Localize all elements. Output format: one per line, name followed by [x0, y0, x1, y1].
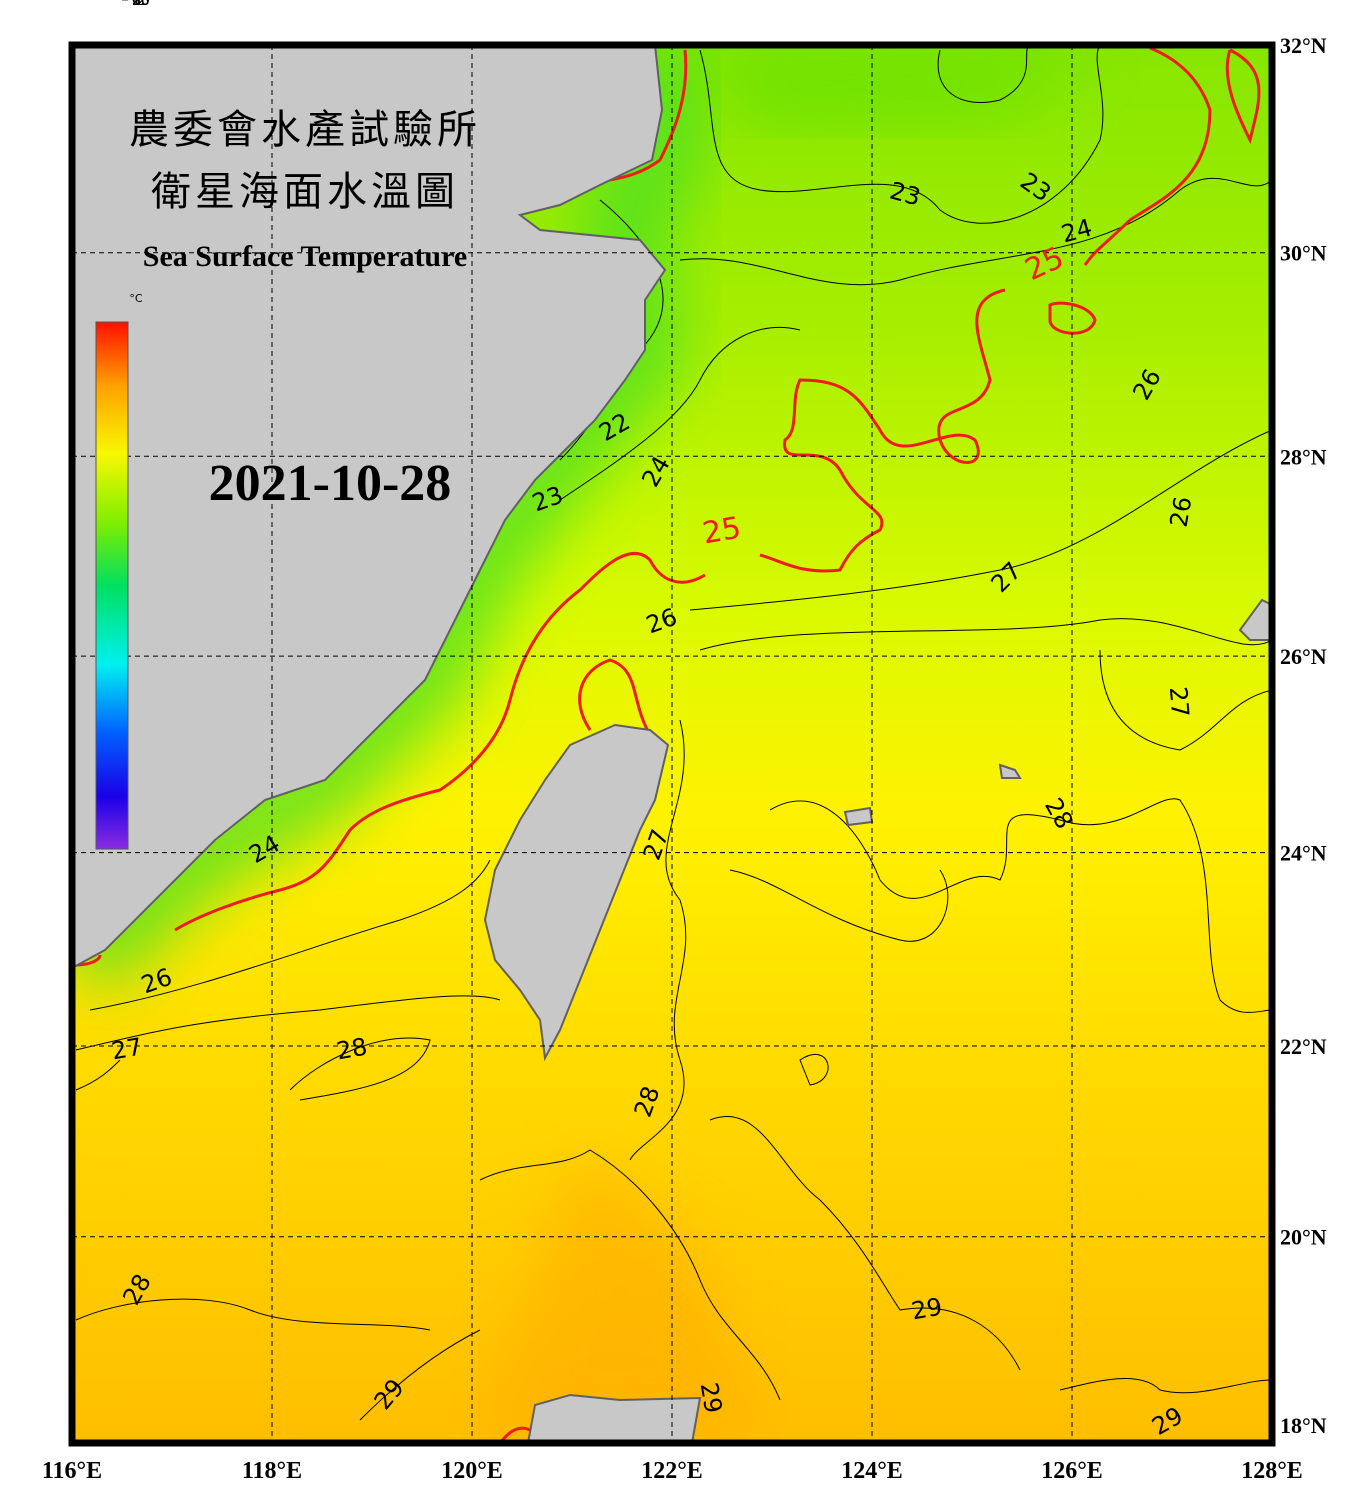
- colorbar-tick-label: 30: [132, 0, 150, 9]
- contour-label: 25: [700, 510, 744, 551]
- x-tick-label: 128°E: [1241, 1458, 1303, 1484]
- isotherms: [75, 45, 1272, 1421]
- colorbar-tick-label: 25: [132, 0, 150, 9]
- contour-label: 27: [109, 1033, 144, 1066]
- colorbar: [95, 321, 129, 850]
- island: [998, 763, 1022, 779]
- y-tick-label: 20°N: [1280, 1225, 1327, 1250]
- coastal-cool-water: [72, 45, 709, 994]
- y-tick-label: 24°N: [1280, 841, 1327, 866]
- luzon: [526, 1393, 702, 1443]
- y-tick-label: 18°N: [1280, 1413, 1327, 1438]
- y-tick-label: 32°N: [1280, 33, 1327, 58]
- colorbar-tick-label: -2: [132, 0, 146, 9]
- colorbar-tick-label: 0: [132, 0, 141, 9]
- y-tick-label: 26°N: [1280, 644, 1327, 669]
- island: [1238, 598, 1272, 641]
- x-tick-label: 120°E: [441, 1458, 503, 1484]
- contour-label: 29: [909, 1293, 944, 1326]
- colorbar-tick-label: 15: [132, 0, 150, 9]
- axis-labels: 116°E 118°E 120°E 122°E 124°E 126°E 128°E 18°N 2…: [42, 33, 1327, 1484]
- graticule: [72, 45, 1272, 1443]
- subtitle: Sea Surface Temperature: [143, 240, 467, 273]
- taiwan: [483, 723, 670, 1062]
- contour-label: 29: [695, 1380, 728, 1415]
- title-line1: 農委會水產試驗所: [129, 107, 481, 152]
- map-frame: [68, 41, 1276, 1447]
- island: [843, 806, 874, 827]
- mainland-china: [72, 45, 667, 970]
- colorbar-tick-label: 35: [132, 0, 150, 9]
- date: 2021-10-28: [209, 455, 452, 512]
- y-tick-label: 28°N: [1280, 444, 1327, 469]
- colorbar-tick-label: 5: [132, 0, 141, 9]
- x-tick-label: 116°E: [42, 1458, 102, 1484]
- land: [72, 45, 1272, 1443]
- warm-patch: [480, 1150, 760, 1443]
- contour-label: 28: [334, 1033, 369, 1066]
- x-tick-label: 126°E: [1041, 1458, 1103, 1484]
- x-tick-label: 118°E: [242, 1458, 302, 1484]
- colorbar-tick-label: 20: [132, 0, 150, 9]
- y-tick-label: 30°N: [1280, 241, 1327, 266]
- colorbar-tick-label: 10: [132, 0, 150, 9]
- isotherm-25: [75, 46, 1261, 1443]
- contour-label: 26: [1165, 494, 1198, 529]
- contour-label: 27: [1164, 685, 1195, 718]
- x-tick-label: 122°E: [641, 1458, 703, 1484]
- cool-patch: [700, 45, 1100, 130]
- colorbar-unit: °C: [129, 292, 143, 305]
- x-tick-label: 124°E: [841, 1458, 903, 1484]
- title-line2: 衛星海面水溫圖: [151, 169, 459, 214]
- y-tick-label: 22°N: [1280, 1034, 1327, 1059]
